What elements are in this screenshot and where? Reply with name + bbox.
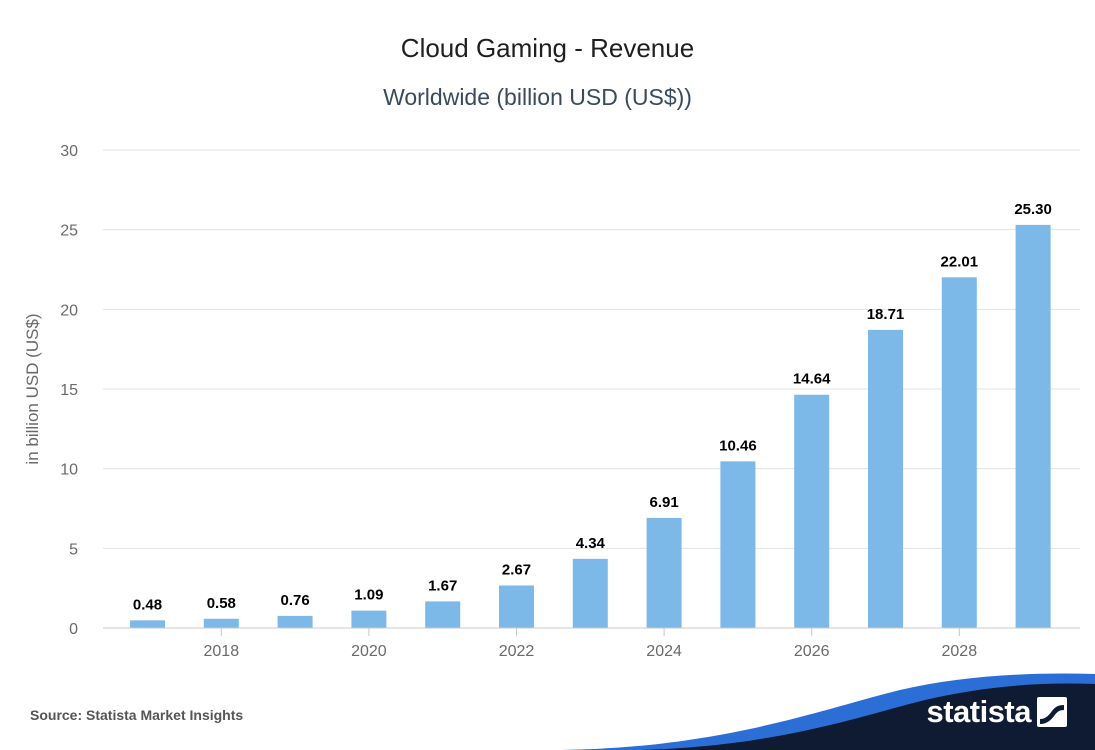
x-tick-label: 2026 [794, 643, 830, 660]
x-tick-label: 2020 [351, 643, 387, 660]
bar-value-label: 4.34 [576, 535, 606, 552]
y-axis-ticks: 0 5 10 15 20 25 30 [60, 143, 78, 638]
x-tick-label: 2024 [646, 643, 682, 660]
bar-value-label: 6.91 [649, 494, 678, 511]
bar-value-label: 0.76 [280, 592, 309, 609]
bar-value-label: 1.67 [428, 577, 457, 594]
y-tick-label: 5 [69, 541, 78, 558]
bar-2023[interactable] [572, 558, 608, 628]
bar-2027[interactable] [868, 329, 903, 628]
statista-logo-icon [1037, 697, 1067, 727]
bar-value-label: 18.71 [867, 306, 905, 323]
y-tick-label: 10 [60, 462, 78, 479]
x-axis-ticks: 2018 2020 2022 2024 2026 2028 [204, 628, 978, 660]
bar-2026[interactable] [794, 394, 830, 628]
bar-2028[interactable] [941, 277, 977, 628]
bar-value-label: 25.30 [1014, 201, 1052, 218]
y-tick-label: 0 [69, 621, 78, 638]
y-axis-label: in billion USD (US$) [23, 313, 42, 464]
y-tick-label: 20 [60, 302, 78, 319]
brand-name: statista [926, 694, 1031, 729]
bar-value-label: 0.48 [133, 596, 162, 613]
grid-lines [103, 149, 1080, 549]
bar-value-labels: 0.48 0.58 0.76 1.09 1.67 2.67 4.34 6.91 10.46 14.… [133, 201, 1052, 613]
bar-2021[interactable] [425, 601, 461, 628]
bar-value-label: 1.09 [354, 587, 383, 604]
y-tick-label: 25 [60, 223, 78, 240]
brand-wave-dark [640, 683, 1095, 750]
bar-value-label: 0.58 [207, 595, 236, 612]
bar-2022[interactable] [499, 585, 534, 628]
bar-2029[interactable] [1015, 224, 1051, 629]
statista-brand[interactable]: statista [926, 694, 1067, 730]
y-tick-label: 30 [60, 143, 78, 160]
bar-value-label: 2.67 [502, 561, 531, 578]
bar-2018[interactable] [203, 618, 239, 628]
source-note: Source: Statista Market Insights [30, 707, 244, 723]
bar-2017[interactable] [130, 620, 165, 628]
chart-subtitle: Worldwide (billion USD (US$)) [383, 84, 692, 110]
bar-value-label: 22.01 [941, 253, 979, 270]
bar-chart: 0 5 10 15 20 25 30 0.48 0.58 0.76 1.09 1.67 2.67 4.3… [23, 143, 1080, 660]
x-tick-label: 2028 [942, 643, 978, 660]
x-tick-label: 2018 [204, 643, 240, 660]
x-tick-label: 2022 [499, 643, 535, 660]
bar-value-label: 14.64 [793, 371, 831, 388]
bars [130, 224, 1051, 629]
bar-2019[interactable] [277, 615, 313, 628]
bar-value-label: 10.46 [719, 437, 757, 454]
bar-2024[interactable] [646, 517, 682, 628]
chart-title: Cloud Gaming - Revenue [400, 33, 695, 63]
bar-2025[interactable] [720, 461, 756, 628]
y-tick-label: 15 [60, 382, 78, 399]
bar-2020[interactable] [351, 610, 387, 628]
